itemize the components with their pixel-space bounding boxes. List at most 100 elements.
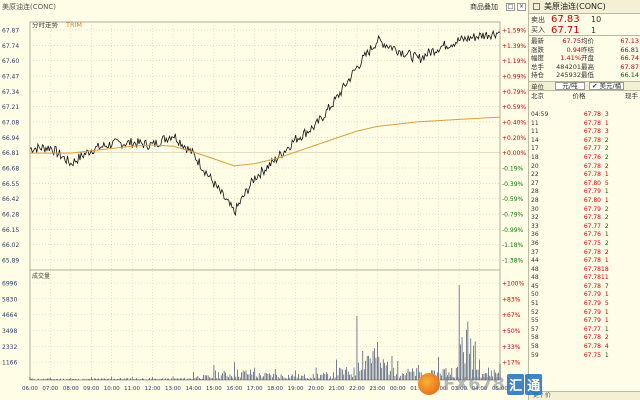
tick-cell: 27 <box>531 179 539 187</box>
tick-cell: 2 <box>604 214 609 222</box>
tick-cell: 67.77 <box>583 222 601 230</box>
intraday-chart[interactable]: 分时走势 TRIM 67.87 +1.59% 67.74 +1.39% 67.60 +1.19… <box>0 0 528 400</box>
price-tick-label: 66.15 <box>2 227 19 234</box>
price-tick-label: 66.81 <box>2 150 19 157</box>
tick-cell: 67.80 <box>583 179 601 187</box>
fx678-logo-icon <box>418 373 440 395</box>
tick-cell: 2 <box>604 136 609 144</box>
price-tick-label: 66.28 <box>2 212 19 219</box>
sell-price: 67.83 <box>551 14 580 25</box>
tick-cell: 22 <box>531 171 539 179</box>
close-button[interactable]: × <box>517 3 526 11</box>
stat-4-2: 最低 <box>581 71 594 79</box>
tick-cell: 67.78 <box>583 136 601 144</box>
tick-cell: 1 <box>604 171 609 179</box>
tick-cell: 1 <box>604 257 609 265</box>
price-tick-label: 67.74 <box>2 43 19 50</box>
tick-row: 51 67.79 5 <box>529 300 614 309</box>
time-tick-label: 04:00 <box>472 386 488 392</box>
sell-volume: 10 <box>591 15 602 24</box>
time-tick-label: 16:00 <box>226 386 242 392</box>
stat-2-1: 1.41% <box>560 54 581 62</box>
pct-tick-label: -0.19% <box>502 166 524 173</box>
price-tick-label: 65.89 <box>2 258 19 265</box>
unit-label: 单位 <box>531 82 544 91</box>
tick-cell: 28 <box>531 196 539 204</box>
time-tick-label: 02:00 <box>431 386 447 392</box>
volume-title: 成交量 <box>32 272 50 280</box>
pct-tick-label: -1.18% <box>502 242 524 249</box>
watermark-cn: 汇 通 <box>507 373 543 395</box>
tick-row: 27 67.80 5 <box>529 180 614 189</box>
tick-cell: 36 <box>531 239 539 247</box>
price-tick-label: 66.02 <box>2 242 19 249</box>
tick-row: 18 67.76 2 <box>529 154 614 163</box>
tick-cell: 32 <box>531 214 539 222</box>
tick-row: 11 67.78 3 <box>529 128 614 137</box>
tick-cell: 14 <box>531 136 539 144</box>
tick-row: 11 67.78 1 <box>529 120 614 129</box>
watermark-cn-2: 通 <box>525 373 543 395</box>
tick-cell: 58 <box>531 343 539 351</box>
settings-icon[interactable] <box>533 3 540 10</box>
stat-2-2: 开盘 <box>581 54 594 62</box>
tick-cell: 2 <box>604 239 609 247</box>
stat-2-3: 66.74 <box>620 54 639 62</box>
unit-toggle[interactable]: ✔ 美元/桶 <box>589 81 625 90</box>
tick-cell: 2 <box>604 145 609 153</box>
pct-tick-label: -0.99% <box>502 227 524 234</box>
tick-cell: 20 <box>531 162 539 170</box>
tick-row: 50 67.79 1 <box>529 291 614 300</box>
maximize-button[interactable]: □ <box>506 3 515 11</box>
tick-cell: 4 <box>604 343 609 351</box>
tick-cell: 1 <box>604 351 609 359</box>
tick-list[interactable]: 04:59 67.78 3 11 67.78 1 11 67.78 3 14 67.78 2 17 67.… <box>529 111 640 391</box>
stats-grid: 最新 67.75 均价 67.13 涨跌 0.94 昨结 66.81 幅度 1.41% 开盘 66.7… <box>529 36 640 81</box>
vol-tick-label: 4664 <box>2 312 17 319</box>
sell-row: 卖出 67.83 10 <box>529 14 640 25</box>
tick-row: 04:59 67.78 3 <box>529 111 614 120</box>
price-tick-label: 67.87 <box>2 28 19 35</box>
price-tick-label: 67.60 <box>2 58 19 65</box>
watermark: FX678 汇 通 <box>418 373 543 395</box>
stat-4-3: 66.14 <box>620 71 639 79</box>
tick-cell: 67.79 <box>583 205 601 213</box>
tick-cell: 18 <box>601 265 609 273</box>
sell-label: 卖出 <box>531 15 545 24</box>
panel-footer[interactable]: 更 / 价 <box>529 391 640 400</box>
tick-row: 37 67.78 2 <box>529 249 614 258</box>
stat-1-3: 66.81 <box>620 45 639 54</box>
unit-select[interactable]: 元/吨 <box>555 81 585 90</box>
tick-cell: 67.78 <box>583 171 601 179</box>
vol-pct-label: +33% <box>502 344 521 351</box>
time-tick-label: 15:00 <box>206 386 222 392</box>
mode-badge: TRIM <box>65 21 82 29</box>
tick-cell: 67.79 <box>583 308 601 316</box>
vol-tick-label: 3498 <box>2 328 17 335</box>
tick-cell: 57 <box>531 325 539 333</box>
tick-cell: 1 <box>604 119 609 127</box>
watermark-cn-1: 汇 <box>507 373 525 395</box>
time-tick-label: 17:00 <box>247 386 263 392</box>
tick-cell: 11 <box>531 128 539 136</box>
tick-cell: 1 <box>604 188 609 196</box>
overlay-commodity-link[interactable]: 商品叠加 <box>470 3 498 11</box>
tick-row: 45 67.78 7 <box>529 283 614 292</box>
vol-tick-label: 5830 <box>2 296 17 303</box>
unit-row: 单位 元/吨 ✔ 美元/桶 <box>529 80 640 91</box>
vol-pct-label: +100% <box>502 281 524 288</box>
price-tick-label: 67.08 <box>2 120 19 127</box>
stat-1-0: 涨跌 <box>531 45 544 54</box>
tick-cell: 67.77 <box>583 325 601 333</box>
tick-row: 58 67.78 4 <box>529 343 614 352</box>
tick-row: 52 67.79 1 <box>529 309 614 318</box>
tick-cell: 36 <box>531 231 539 239</box>
stat-3-2: 最高 <box>581 62 594 71</box>
tick-cell: 3 <box>604 111 609 118</box>
vol-pct-label: +83% <box>502 296 521 303</box>
price-tick-label: 67.47 <box>2 74 19 81</box>
tick-cell: 67.78 <box>583 282 601 290</box>
pct-tick-label: -0.59% <box>502 196 524 203</box>
price-tick-label: 66.94 <box>2 135 19 142</box>
tick-cell: 67.78 <box>583 119 601 127</box>
